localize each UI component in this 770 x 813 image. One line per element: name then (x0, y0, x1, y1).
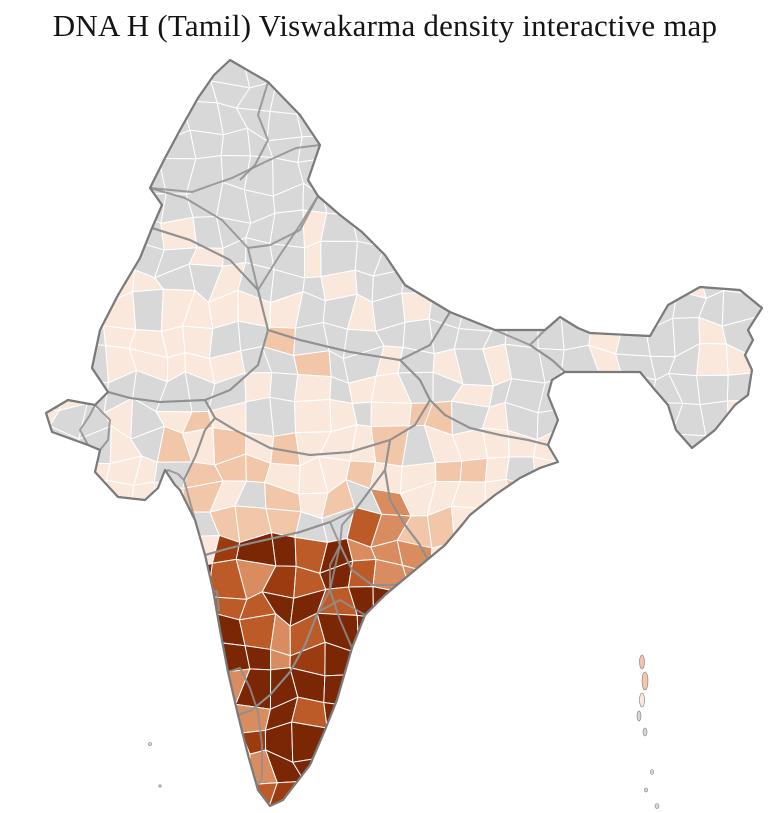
district-cell[interactable] (103, 291, 137, 331)
district-cell[interactable] (434, 460, 463, 483)
island[interactable] (650, 769, 654, 775)
district-cell[interactable] (594, 370, 621, 412)
country-outline (44, 58, 764, 808)
district-cell[interactable] (504, 316, 539, 349)
district-cell[interactable] (80, 479, 107, 519)
district-cell[interactable] (401, 292, 434, 323)
island[interactable] (158, 784, 162, 788)
district-cell[interactable] (356, 614, 375, 655)
district-cell[interactable] (671, 433, 707, 466)
district-cell[interactable] (269, 396, 297, 437)
district-cell[interactable] (297, 135, 325, 164)
district-cell[interactable] (244, 645, 272, 671)
district-cell[interactable] (320, 212, 358, 242)
island[interactable] (148, 742, 152, 746)
district-cell[interactable] (296, 105, 332, 138)
district-cell[interactable] (293, 350, 332, 378)
district-cell[interactable] (323, 701, 357, 729)
district-cell[interactable] (189, 129, 224, 160)
district-cell[interactable] (303, 240, 322, 279)
district-layer (22, 60, 762, 806)
district-cell[interactable] (347, 558, 377, 588)
island[interactable] (639, 654, 645, 670)
district-cell[interactable] (370, 401, 412, 428)
island[interactable] (639, 692, 645, 708)
district-cell[interactable] (213, 641, 251, 675)
district-cell[interactable] (269, 372, 299, 403)
district-cell[interactable] (293, 398, 332, 434)
district-cell[interactable] (83, 325, 107, 347)
island[interactable] (654, 803, 660, 809)
district-cell[interactable] (532, 456, 571, 488)
district-cell[interactable] (160, 216, 198, 251)
district-cell[interactable] (726, 399, 761, 434)
district-cell[interactable] (129, 154, 167, 195)
island[interactable] (642, 727, 648, 737)
state-border-line (247, 195, 319, 249)
district-cell[interactable] (450, 505, 493, 544)
district-cell[interactable] (292, 75, 332, 115)
district-cell[interactable] (132, 288, 164, 332)
district-cell[interactable] (536, 289, 570, 323)
island[interactable] (636, 710, 642, 722)
district-cell[interactable] (615, 318, 651, 357)
district-cell[interactable] (22, 372, 60, 411)
district-cell[interactable] (293, 373, 332, 403)
district-cell[interactable] (696, 342, 729, 377)
district-cell[interactable] (212, 748, 251, 786)
district-cell[interactable] (245, 396, 275, 437)
district-cell[interactable] (459, 457, 489, 483)
district-cell[interactable] (238, 613, 277, 650)
district-cell[interactable] (696, 374, 729, 406)
state-border-line (239, 81, 269, 181)
island[interactable] (644, 787, 648, 793)
island[interactable] (641, 671, 649, 691)
district-cell[interactable] (291, 721, 328, 763)
district-cell[interactable] (401, 265, 440, 294)
state-border-line (149, 144, 321, 193)
district-cell[interactable] (480, 289, 518, 332)
district-cell[interactable] (645, 317, 676, 358)
district-cell[interactable] (302, 182, 328, 214)
page-title: DNA H (Tamil) Viswakarma density interac… (52, 8, 718, 43)
district-cell[interactable] (615, 353, 657, 381)
